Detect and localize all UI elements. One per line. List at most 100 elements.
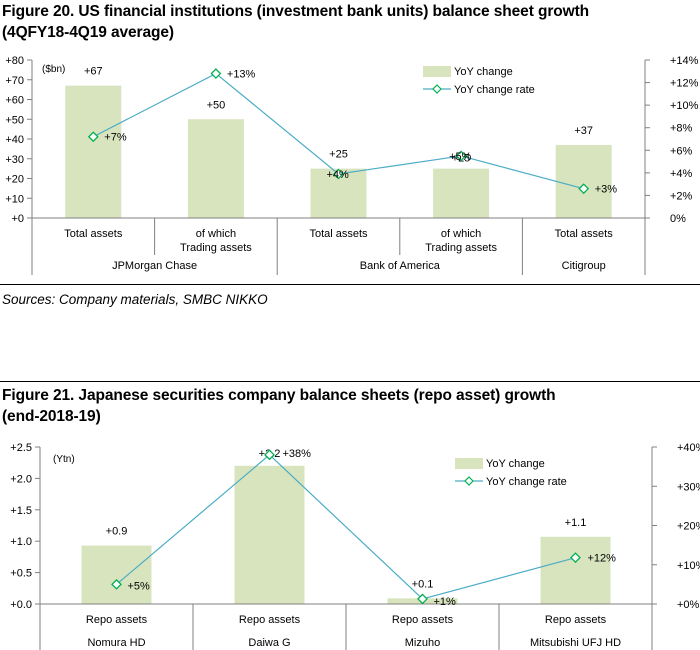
rate-value-label: +4% bbox=[327, 169, 350, 181]
left-tick-label: +80 bbox=[5, 55, 24, 67]
left-tick-label: +70 bbox=[5, 75, 24, 87]
category-label: of which bbox=[196, 228, 236, 240]
category-label: Trading assets bbox=[180, 242, 252, 254]
right-tick-label: +20% bbox=[677, 521, 700, 533]
category-label: Total assets bbox=[555, 228, 614, 240]
left-tick-label: +2.5 bbox=[10, 442, 32, 454]
right-tick-label: +12% bbox=[670, 78, 699, 90]
bar-value-label: +0.9 bbox=[106, 526, 128, 538]
group-label: Mizuho bbox=[405, 637, 440, 649]
rate-value-label: +3% bbox=[595, 184, 618, 196]
bar-value-label: +1.1 bbox=[565, 517, 587, 529]
right-tick-label: +8% bbox=[670, 123, 693, 135]
right-tick-label: +10% bbox=[677, 560, 700, 572]
category-label: Total assets bbox=[64, 228, 123, 240]
right-tick-label: +0% bbox=[677, 599, 700, 611]
rate-value-label: +5% bbox=[128, 580, 151, 592]
right-tick-label: +6% bbox=[670, 145, 693, 157]
group-label: Bank of America bbox=[360, 260, 441, 272]
unit-label: ($bn) bbox=[42, 64, 65, 75]
bar-value-label: +50 bbox=[207, 99, 226, 111]
legend-line-label: YoY change rate bbox=[454, 84, 535, 96]
bar-2 bbox=[187, 119, 244, 218]
bar-1 bbox=[81, 545, 152, 604]
rate-marker-2 bbox=[210, 68, 222, 79]
category-label: Total assets bbox=[309, 228, 368, 240]
left-tick-label: +1.5 bbox=[10, 505, 32, 517]
rate-value-label: +5% bbox=[449, 151, 472, 163]
left-tick-label: +10 bbox=[5, 193, 24, 205]
rate-marker-3 bbox=[417, 593, 428, 605]
right-tick-label: +14% bbox=[670, 55, 699, 67]
category-label: of which bbox=[441, 228, 481, 240]
rate-value-label: +1% bbox=[434, 596, 457, 608]
unit-label: (Ytn) bbox=[53, 454, 75, 465]
left-tick-label: +2.0 bbox=[10, 473, 32, 485]
rate-marker-1 bbox=[111, 578, 122, 590]
bar-value-label: +37 bbox=[574, 125, 593, 137]
rate-value-label: +7% bbox=[104, 132, 127, 144]
legend-line-label: YoY change rate bbox=[486, 476, 567, 488]
category-label: Repo assets bbox=[86, 614, 148, 626]
legend-bar-swatch bbox=[455, 458, 483, 469]
bar-4 bbox=[540, 536, 611, 604]
figure-21-title-line1: Figure 21. Japanese securities company b… bbox=[2, 387, 556, 404]
figure-20-title: Figure 20. US financial institutions (in… bbox=[2, 1, 589, 43]
figure-21-title-line2: (end-2018-19) bbox=[2, 408, 101, 425]
figure-21-divider bbox=[0, 381, 700, 382]
rate-value-label: +38% bbox=[283, 448, 312, 460]
group-label: Citigroup bbox=[562, 260, 606, 272]
legend-line-marker bbox=[464, 476, 474, 486]
category-label: Repo assets bbox=[239, 614, 301, 626]
rate-marker-1 bbox=[87, 131, 99, 143]
legend-line-marker bbox=[432, 84, 442, 94]
right-tick-label: +4% bbox=[670, 168, 693, 180]
category-label: Trading assets bbox=[425, 242, 497, 254]
figure-20-title-line2: (4QFY18-4Q19 average) bbox=[2, 24, 174, 41]
bar-3 bbox=[387, 598, 458, 604]
left-tick-label: +0.0 bbox=[10, 599, 32, 611]
legend-bar-label: YoY change bbox=[486, 458, 545, 470]
left-tick-label: +0 bbox=[11, 213, 24, 225]
rate-marker-2 bbox=[264, 449, 275, 461]
source-note: Sources: Company materials, SMBC NIKKO bbox=[2, 292, 268, 307]
group-label: JPMorgan Chase bbox=[112, 260, 197, 272]
left-tick-label: +40 bbox=[5, 134, 24, 146]
right-tick-label: +40% bbox=[677, 442, 700, 454]
group-label: Nomura HD bbox=[87, 637, 145, 649]
rate-value-label: +12% bbox=[588, 553, 617, 565]
bar-value-label: +25 bbox=[329, 149, 348, 161]
left-tick-label: +60 bbox=[5, 95, 24, 107]
rate-line bbox=[116, 454, 576, 600]
left-tick-label: +1.0 bbox=[10, 536, 32, 548]
legend-bar-swatch bbox=[423, 66, 451, 77]
figure-21-title: Figure 21. Japanese securities company b… bbox=[2, 385, 556, 427]
bar-value-label: +2.2 bbox=[259, 448, 281, 460]
group-label: Daiwa G bbox=[248, 637, 290, 649]
category-label: Repo assets bbox=[392, 614, 454, 626]
left-tick-label: +20 bbox=[5, 174, 24, 186]
bar-2 bbox=[234, 465, 305, 604]
bar-4 bbox=[433, 168, 490, 218]
left-tick-label: +30 bbox=[5, 154, 24, 166]
right-tick-label: +30% bbox=[677, 481, 700, 493]
rate-marker-3 bbox=[333, 168, 344, 180]
bar-5 bbox=[555, 144, 612, 218]
category-label: Repo assets bbox=[545, 614, 607, 626]
group-label: Mitsubishi UFJ HD bbox=[530, 637, 621, 649]
bar-1 bbox=[65, 85, 122, 218]
rate-marker-5 bbox=[578, 183, 590, 195]
legend-bar-label: YoY change bbox=[454, 66, 513, 78]
right-tick-label: +2% bbox=[670, 190, 693, 202]
rate-marker-4 bbox=[570, 552, 581, 564]
bar-value-label: +67 bbox=[84, 66, 103, 78]
left-tick-label: +50 bbox=[5, 114, 24, 126]
rate-marker-4 bbox=[455, 150, 467, 162]
rate-value-label: +13% bbox=[227, 69, 256, 81]
figure-20-chart: +0 +10 +20 +30 +40 +50 +60 +70 +80 0% +2% +4% +6% +8%… bbox=[5, 55, 699, 275]
bar-value-label: +0.1 bbox=[412, 578, 434, 590]
right-tick-label: +10% bbox=[670, 100, 699, 112]
left-tick-label: +0.5 bbox=[10, 568, 32, 580]
source-divider bbox=[0, 284, 700, 285]
right-tick-label: 0% bbox=[670, 213, 686, 225]
